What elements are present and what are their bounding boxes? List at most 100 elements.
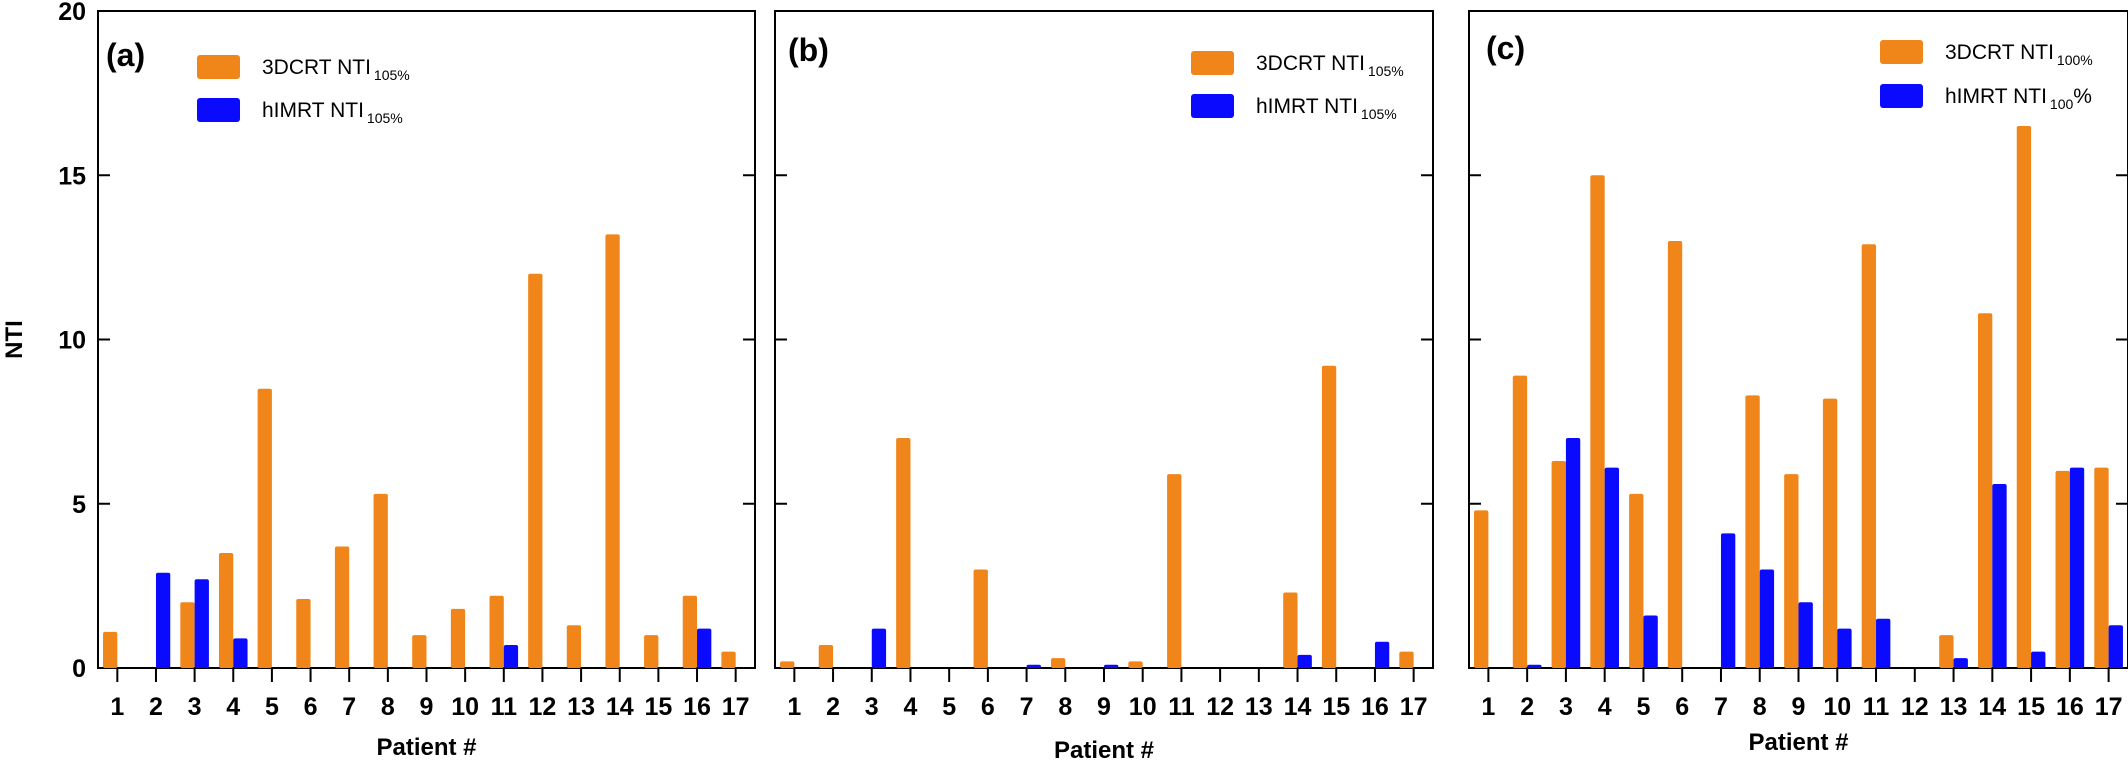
x-tick-label: 1	[110, 693, 124, 721]
panel-label: (b)	[788, 32, 829, 68]
x-tick-label: 9	[1097, 693, 1111, 721]
bar-3dcrt-patient-8	[1050, 658, 1066, 668]
x-tick-label: 11	[1168, 693, 1195, 721]
bar-himrt-patient-4	[1604, 467, 1620, 668]
x-tick-label: 9	[420, 693, 434, 721]
bar-3dcrt-patient-6	[296, 599, 311, 668]
bar-himrt-patient-3	[871, 628, 887, 668]
x-tick-label: 8	[381, 693, 395, 721]
bar-3dcrt-patient-7	[334, 546, 350, 668]
bar-3dcrt-patient-2	[1512, 375, 1528, 668]
bar-himrt-patient-10	[1837, 628, 1852, 668]
y-tick-label: 20	[58, 0, 86, 26]
x-tick-label: 6	[981, 693, 995, 721]
x-tick-label: 6	[304, 693, 318, 721]
bar-himrt-patient-2	[155, 572, 171, 668]
bar-himrt-patient-9	[1104, 664, 1119, 668]
bar-himrt-patient-15	[2031, 651, 2046, 668]
bar-himrt-patient-3	[1565, 438, 1581, 668]
panel-label: (c)	[1486, 30, 1525, 66]
x-tick-label: 10	[1129, 693, 1157, 721]
legend: 3DCRT NTI 105% hIMRT NTI 105%	[197, 55, 410, 126]
bar-3dcrt-patient-4	[218, 553, 234, 668]
x-tick-label: 15	[2017, 693, 2045, 721]
bar-3dcrt-patient-4	[896, 438, 911, 668]
bar-3dcrt-patient-11	[1861, 244, 1877, 669]
y-tick-label: 15	[58, 162, 86, 190]
x-tick-label: 1	[1481, 693, 1495, 721]
bar-3dcrt-patient-16	[2055, 470, 2070, 668]
legend-entry: hIMRT NTI 100%	[1945, 85, 2092, 112]
bar-3dcrt-patient-14	[605, 234, 620, 668]
x-tick-label: 17	[722, 693, 750, 721]
bar-himrt-patient-9	[1798, 602, 1813, 668]
x-tick-label: 15	[644, 693, 672, 721]
bar-3dcrt-patient-3	[180, 602, 195, 668]
bar-3dcrt-patient-5	[1629, 493, 1644, 668]
bar-3dcrt-patient-10	[1128, 661, 1143, 668]
x-tick-label: 4	[1598, 693, 1612, 721]
bar-himrt-patient-4	[233, 638, 248, 668]
bar-3dcrt-patient-9	[1784, 474, 1799, 668]
bar-himrt-patient-11	[503, 645, 519, 668]
plot-frame	[97, 10, 756, 669]
bar-himrt-patient-3	[194, 579, 209, 668]
legend-entry: 3DCRT NTI 105%	[1256, 52, 1404, 79]
bar-3dcrt-patient-14	[1283, 592, 1298, 668]
x-tick-label: 15	[1322, 693, 1350, 721]
panel-label: (a)	[106, 37, 145, 73]
bar-3dcrt-patient-15	[1321, 365, 1337, 668]
x-tick-label: 3	[865, 693, 879, 721]
x-tick-label: 12	[1901, 693, 1929, 721]
bar-3dcrt-patient-10	[450, 608, 466, 668]
bar-himrt-patient-13	[1953, 658, 1968, 668]
bar-3dcrt-patient-2	[818, 645, 834, 668]
legend: 3DCRT NTI 105% hIMRT NTI 105%	[1191, 51, 1404, 122]
bar-3dcrt-patient-13	[566, 625, 582, 668]
x-tick-label: 13	[567, 693, 595, 721]
x-tick-label: 14	[1978, 693, 2006, 721]
bar-himrt-patient-17	[2108, 625, 2123, 668]
x-tick-label: 3	[188, 693, 202, 721]
bar-3dcrt-patient-11	[489, 595, 504, 668]
x-tick-label: 4	[226, 693, 240, 721]
x-tick-label: 4	[904, 693, 918, 721]
bar-himrt-patient-16	[2069, 467, 2085, 668]
bar-3dcrt-patient-10	[1822, 398, 1838, 668]
bar-himrt-patient-7	[1026, 664, 1041, 668]
bar-himrt-patient-16	[1374, 641, 1390, 668]
x-tick-label: 1	[787, 693, 801, 721]
bar-himrt-patient-5	[1643, 615, 1658, 668]
x-axis-title: Patient #	[376, 734, 476, 761]
legend-swatch	[1191, 94, 1234, 118]
y-tick-label: 5	[72, 491, 86, 519]
bar-3dcrt-patient-1	[780, 661, 795, 668]
bar-3dcrt-patient-13	[1939, 635, 1954, 668]
x-tick-label: 7	[1020, 693, 1034, 721]
bar-3dcrt-patient-8	[373, 493, 388, 668]
bar-himrt-patient-11	[1876, 618, 1891, 668]
x-tick-label: 14	[1284, 693, 1312, 721]
x-tick-label: 12	[529, 693, 557, 721]
legend-swatch	[197, 55, 240, 79]
bar-himrt-patient-8	[1759, 569, 1775, 668]
legend-swatch	[1880, 40, 1923, 64]
x-tick-label: 13	[1940, 693, 1968, 721]
x-tick-label: 5	[265, 693, 279, 721]
x-tick-label: 16	[1361, 693, 1389, 721]
bar-3dcrt-patient-17	[2094, 467, 2109, 668]
x-tick-label: 10	[451, 693, 479, 721]
bar-3dcrt-patient-5	[257, 388, 272, 668]
bar-3dcrt-patient-15	[2016, 125, 2032, 669]
x-tick-label: 17	[2095, 693, 2123, 721]
y-tick-label: 10	[58, 327, 86, 355]
legend-swatch	[1191, 51, 1234, 75]
x-tick-label: 8	[1058, 693, 1072, 721]
y-tick-label: 0	[72, 655, 86, 683]
x-tick-label: 17	[1400, 693, 1428, 721]
x-tick-label: 5	[942, 693, 956, 721]
legend-swatch	[197, 98, 240, 122]
